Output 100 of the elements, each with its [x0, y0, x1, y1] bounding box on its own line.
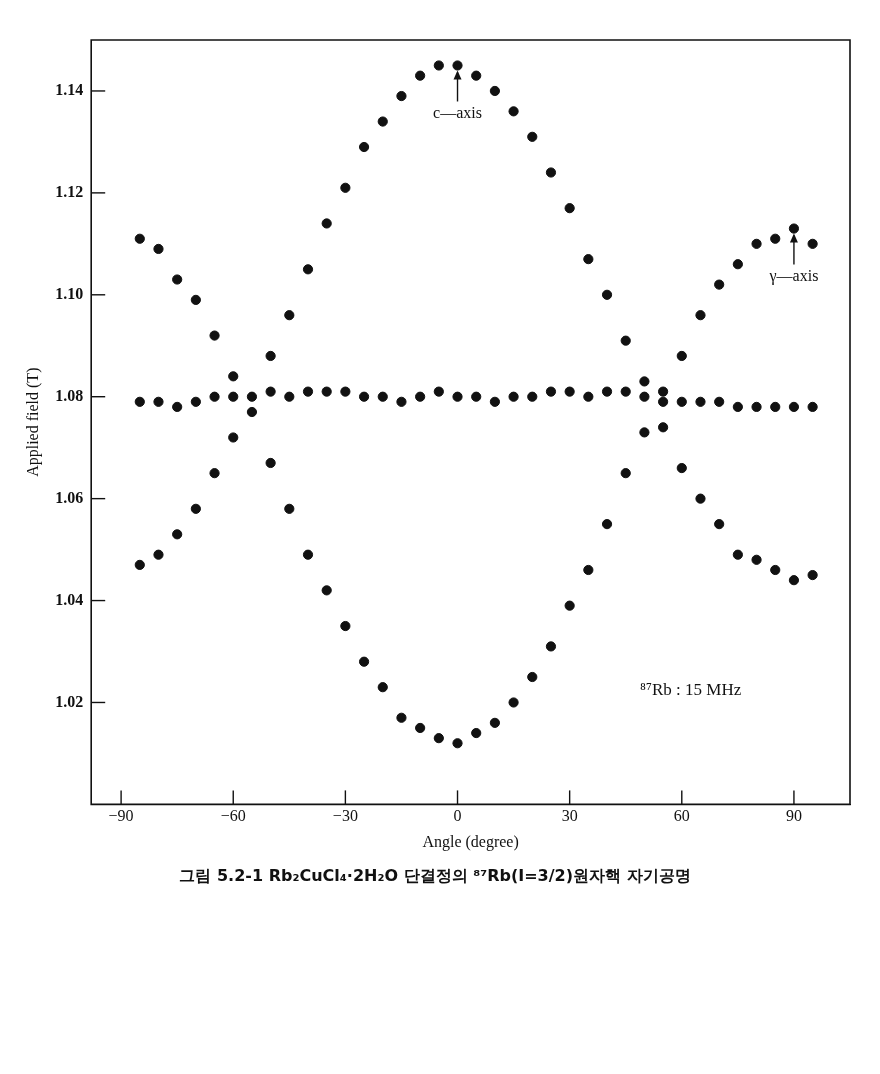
- point: [564, 386, 575, 397]
- point: [302, 386, 314, 397]
- annotation: c—axis: [433, 103, 482, 121]
- point: [228, 371, 239, 382]
- point: [695, 493, 706, 504]
- point: [601, 519, 613, 530]
- annotation: γ—axis: [768, 266, 819, 285]
- point: [433, 733, 444, 744]
- point: [377, 391, 388, 402]
- point: [471, 70, 482, 81]
- point: [209, 330, 220, 341]
- y-tick-label: 1.08: [55, 386, 84, 404]
- point: [658, 386, 669, 397]
- point: [639, 391, 650, 402]
- x-tick-label: 60: [673, 807, 690, 825]
- point: [583, 254, 594, 265]
- point: [527, 671, 538, 683]
- point: [695, 310, 706, 321]
- point: [620, 386, 631, 397]
- y-tick-label: 1.04: [55, 590, 84, 608]
- point: [639, 376, 650, 387]
- point: [732, 401, 743, 413]
- point: [433, 386, 444, 397]
- x-tick-label: −90: [108, 807, 134, 825]
- point: [415, 70, 426, 81]
- point: [302, 549, 314, 560]
- point: [246, 406, 258, 418]
- point: [321, 585, 332, 596]
- point: [358, 656, 370, 667]
- point: [527, 391, 538, 402]
- point: [209, 468, 220, 479]
- point: [751, 554, 762, 565]
- point: [172, 274, 183, 285]
- x-axis-title: Angle (degree): [422, 833, 519, 852]
- point: [190, 503, 201, 514]
- point: [788, 401, 800, 413]
- point: [246, 391, 258, 402]
- point: [228, 391, 239, 402]
- point: [471, 391, 482, 402]
- point: [676, 396, 687, 407]
- point: [452, 60, 463, 71]
- point: [284, 391, 295, 402]
- point: [527, 131, 538, 142]
- point: [508, 391, 519, 402]
- point: [714, 279, 725, 290]
- x-tick-label: 90: [785, 807, 802, 825]
- point: [452, 391, 463, 402]
- point: [508, 106, 519, 117]
- point: [545, 386, 557, 397]
- text: 그림 5.2-1 Rb₂CuCl₄·2H₂O 단결정의 ⁸⁷Rb(I=3/2)원자핵 자기공명: [179, 865, 691, 885]
- point: [358, 391, 370, 402]
- point: [714, 396, 725, 407]
- point: [302, 264, 314, 275]
- point: [433, 60, 444, 71]
- x-tick-label: 0: [453, 807, 462, 825]
- point: [770, 564, 781, 576]
- point: [601, 386, 613, 397]
- y-tick-label: 1.10: [55, 284, 84, 302]
- point: [732, 549, 743, 560]
- point: [564, 203, 575, 214]
- point: [545, 641, 557, 652]
- point: [284, 310, 295, 321]
- point: [601, 289, 613, 300]
- point: [190, 294, 201, 305]
- point: [695, 396, 706, 407]
- y-tick-label: 1.12: [55, 183, 84, 201]
- point: [377, 682, 388, 693]
- point: [340, 386, 351, 397]
- point: [265, 457, 276, 469]
- point: [340, 620, 351, 632]
- point: [788, 223, 800, 234]
- point: [676, 350, 687, 362]
- point: [415, 722, 426, 734]
- point: [377, 116, 388, 127]
- point: [807, 238, 818, 249]
- point: [583, 564, 594, 576]
- point: [489, 717, 500, 728]
- point: [676, 462, 687, 474]
- annotation: ⁸⁷Rb : 15 MHz: [640, 680, 742, 700]
- point: [321, 386, 332, 397]
- point: [807, 569, 818, 581]
- y-tick-label: 1.02: [55, 692, 84, 710]
- point: [340, 182, 351, 193]
- point: [583, 391, 594, 402]
- point: [209, 391, 220, 402]
- point: [658, 422, 669, 433]
- point: [134, 396, 145, 407]
- point: [508, 697, 519, 708]
- point: [172, 529, 183, 540]
- point: [321, 218, 332, 229]
- y-tick-label: 1.14: [55, 81, 84, 99]
- point: [134, 233, 145, 244]
- point: [228, 432, 239, 443]
- point: [265, 350, 276, 362]
- point: [396, 712, 407, 723]
- point: [172, 401, 183, 413]
- point: [284, 503, 295, 514]
- point: [751, 401, 762, 413]
- point: [153, 396, 164, 407]
- point: [265, 386, 276, 397]
